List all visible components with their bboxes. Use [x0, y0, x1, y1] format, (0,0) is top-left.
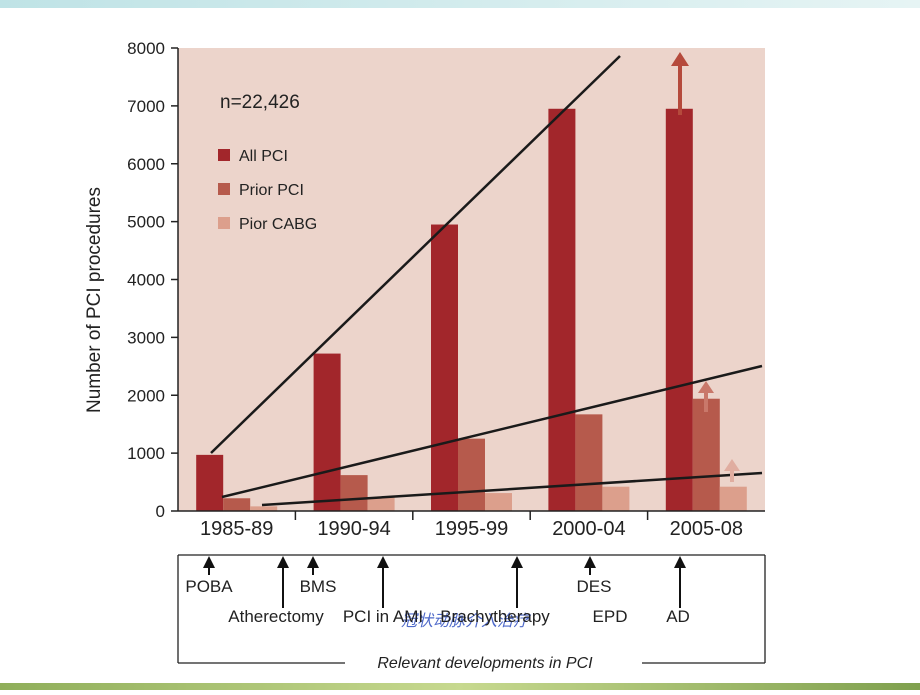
bar [548, 108, 576, 512]
legend-swatch [218, 217, 230, 229]
top-band [0, 0, 920, 8]
bar [367, 497, 395, 511]
x-tick-label: 1985-89 [200, 518, 273, 540]
bar [223, 498, 251, 511]
y-tick-label: 7000 [127, 97, 165, 116]
bar [196, 454, 224, 511]
timeline-label: POBA [185, 577, 233, 596]
y-tick-label: 8000 [127, 39, 165, 58]
bar [575, 414, 603, 511]
timeline-label: BMS [300, 577, 337, 596]
legend-swatch [218, 183, 230, 195]
x-tick-label: 1990-94 [317, 518, 390, 540]
trend-lines [210, 55, 763, 507]
watermark: 冠状动脉介入治疗 [401, 612, 532, 630]
timeline-label: PCI in AMI [343, 607, 423, 626]
bar [719, 486, 747, 511]
annotation: n=22,426 [220, 92, 300, 113]
legend-label: Prior PCI [239, 182, 304, 199]
legend-swatch [218, 149, 230, 161]
timeline-label: Brachytherapy [440, 607, 550, 626]
bar [313, 353, 341, 511]
x-tick-label: 2005-08 [670, 518, 743, 540]
timeline-title: Relevant developments in PCI [377, 655, 593, 672]
y-tick-label: 3000 [127, 328, 165, 347]
y-tick-label: 2000 [127, 386, 165, 405]
growth-arrows [671, 52, 740, 482]
bar [340, 475, 368, 511]
y-tick-label: 6000 [127, 155, 165, 174]
y-tick-label: 0 [156, 502, 165, 521]
legend-label: All PCI [239, 148, 288, 165]
bottom-band [0, 683, 920, 690]
y-tick-label: 5000 [127, 213, 165, 232]
bar [431, 224, 458, 512]
bar [665, 108, 693, 512]
bar [250, 506, 278, 511]
timeline-label: AD [666, 607, 690, 626]
timeline-box [177, 554, 766, 664]
bar [692, 398, 720, 511]
timeline-label: EPD [593, 607, 628, 626]
y-tick-label: 1000 [127, 444, 165, 463]
legend-label: Pior CABG [239, 216, 317, 233]
x-tick-label: 1995-99 [435, 518, 508, 540]
timeline-label: Atherectomy [228, 607, 324, 626]
bar [485, 493, 512, 511]
timeline-label: DES [577, 577, 612, 596]
x-tick-label: 2000-04 [552, 518, 625, 540]
bar [602, 486, 630, 511]
bar [458, 438, 485, 511]
y-axis-label: Number of PCI procedures [84, 187, 105, 413]
y-tick-label: 4000 [127, 271, 165, 290]
